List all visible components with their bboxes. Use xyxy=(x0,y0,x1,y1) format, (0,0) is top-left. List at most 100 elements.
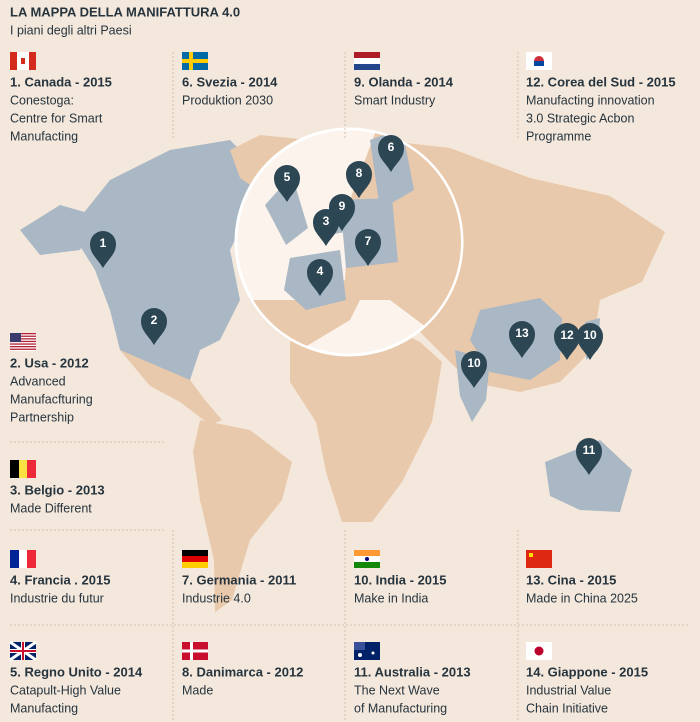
pin-label: 7 xyxy=(365,234,372,248)
pin-label: 6 xyxy=(388,140,395,154)
entry-text: Chain Initiative xyxy=(526,701,608,715)
pin-shape xyxy=(313,209,339,246)
pin-shape xyxy=(576,438,602,475)
flag-part xyxy=(534,61,544,66)
flag xyxy=(10,52,36,70)
flag-part xyxy=(10,343,36,345)
entry-title: 13. Cina - 2015 xyxy=(526,572,616,587)
map-pin: 13 xyxy=(509,321,535,358)
pin-shape xyxy=(346,161,372,198)
flag-part xyxy=(27,460,36,478)
flag-part xyxy=(10,650,36,652)
entry-title: 10. India - 2015 xyxy=(354,572,447,587)
entry-text: Made Different xyxy=(10,501,92,515)
entry-title: 8. Danimarca - 2012 xyxy=(182,664,303,679)
flag-part xyxy=(365,557,369,561)
flag xyxy=(526,642,552,660)
map-pin: 5 xyxy=(274,165,300,202)
pin-label: 3 xyxy=(323,214,330,228)
pin-label: 1 xyxy=(100,236,107,250)
flag-part xyxy=(354,642,365,650)
pin-label: 10 xyxy=(583,328,597,342)
map-pin: 12 xyxy=(554,323,580,360)
flag-part xyxy=(526,550,552,568)
flag xyxy=(182,642,208,660)
flag-part xyxy=(10,340,36,343)
flag-part xyxy=(10,348,36,350)
entry-text: Smart Industry xyxy=(354,93,436,107)
entry-text: The Next Wave xyxy=(354,683,440,697)
subtitle: I piani degli altri Paesi xyxy=(10,23,132,37)
flag-part xyxy=(10,333,36,335)
pin-shape xyxy=(577,323,603,360)
entry-title: 14. Giappone - 2015 xyxy=(526,664,648,679)
map-pin: 2 xyxy=(141,308,167,345)
map-pin: 11 xyxy=(576,438,602,475)
entry-text: Advanced xyxy=(10,374,66,388)
flag xyxy=(10,550,36,568)
pin-label: 8 xyxy=(356,166,363,180)
flag-part xyxy=(10,333,21,342)
flag xyxy=(182,52,208,70)
map-pin: 8 xyxy=(346,161,372,198)
flag xyxy=(526,52,552,70)
entry-text: Manufacting xyxy=(10,701,78,715)
flag-part xyxy=(29,52,36,70)
entry-title: 2. Usa - 2012 xyxy=(10,355,89,370)
entry-text: of Manufacturing xyxy=(354,701,447,715)
flag-part xyxy=(182,59,208,63)
flag-part xyxy=(19,460,27,478)
flag xyxy=(10,460,36,478)
flag-part xyxy=(371,651,375,655)
flag-part xyxy=(358,653,362,657)
map-pin: 10 xyxy=(461,351,487,388)
map-pin: 6 xyxy=(378,135,404,172)
flag-part xyxy=(21,58,25,64)
flag-part xyxy=(354,52,380,58)
pin-label: 4 xyxy=(317,264,324,278)
map-pin: 7 xyxy=(355,229,381,266)
entry-title: 11. Australia - 2013 xyxy=(354,664,471,679)
pin-shape xyxy=(141,308,167,345)
title: LA MAPPA DELLA MANIFATTURA 4.0 xyxy=(10,4,240,19)
entry-text: Conestoga: xyxy=(10,93,74,107)
entry-text: Industrie du futur xyxy=(10,591,104,605)
flag-part xyxy=(182,562,208,568)
entry-title: 4. Francia . 2015 xyxy=(10,572,110,587)
pin-label: 2 xyxy=(151,313,158,327)
entry-text: Industrie 4.0 xyxy=(182,591,251,605)
entry-text: Make in India xyxy=(354,591,428,605)
flag xyxy=(10,333,36,351)
pin-label: 13 xyxy=(515,326,529,340)
flag-part xyxy=(354,64,380,70)
entry-title: 12. Corea del Sud - 2015 xyxy=(526,74,676,89)
entry-title: 5. Regno Unito - 2014 xyxy=(10,664,143,679)
entry-text: 3.0 Strategic Acbon xyxy=(526,111,634,125)
pin-shape xyxy=(461,351,487,388)
flag-part xyxy=(354,550,380,556)
entry-text: Centre for Smart xyxy=(10,111,103,125)
flag-part xyxy=(354,562,380,568)
entry-text: Made in China 2025 xyxy=(526,591,638,605)
entry-title: 9. Olanda - 2014 xyxy=(354,74,454,89)
flag-part xyxy=(10,338,36,340)
entry-text: Produktion 2030 xyxy=(182,93,273,107)
entry-text: Catapult-High Value xyxy=(10,683,121,697)
entry-title: 7. Germania - 2011 xyxy=(182,572,296,587)
map-pin: 4 xyxy=(307,259,333,296)
entry-title: 1. Canada - 2015 xyxy=(10,74,112,89)
entry-text: Manufacting innovation xyxy=(526,93,655,107)
flag-part xyxy=(10,335,36,337)
flag-part xyxy=(10,550,19,568)
flag-part xyxy=(10,460,19,478)
pin-label: 12 xyxy=(560,328,574,342)
entry-title: 3. Belgio - 2013 xyxy=(10,482,105,497)
flag-part xyxy=(534,646,544,656)
entry-text: Manufacting xyxy=(10,129,78,143)
flag-part xyxy=(182,649,208,653)
pin-label: 11 xyxy=(583,443,596,457)
entry-title: 6. Svezia - 2014 xyxy=(182,74,278,89)
flag-part xyxy=(354,58,380,64)
pin-shape xyxy=(554,323,580,360)
